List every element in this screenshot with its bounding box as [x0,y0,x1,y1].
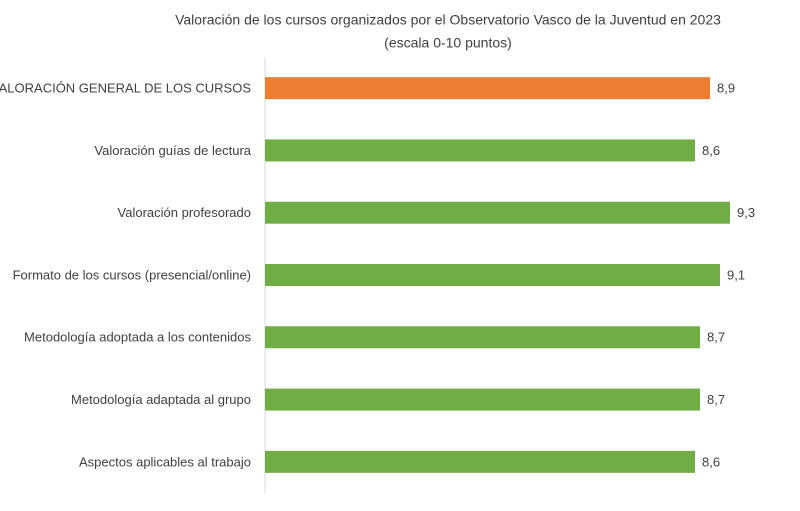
value-label: 9,3 [737,205,755,220]
chart-title: Valoración de los cursos organizados por… [175,12,721,28]
bar [265,264,720,286]
value-label: 8,6 [702,143,720,158]
y-tick-label: Metodología adaptada al grupo [71,392,251,407]
y-tick-label: VALORACIÓN GENERAL DE LOS CURSOS [0,81,251,96]
y-tick-label: Aspectos aplicables al trabajo [79,454,251,469]
y-tick-label: Valoración guías de lectura [94,143,251,158]
bar [265,450,695,473]
y-tick-label: Metodología adoptada a los contenidos [24,330,251,345]
value-label: 8,7 [707,392,725,407]
bar [265,326,700,349]
chart-subtitle: (escala 0-10 puntos) [384,35,512,51]
bar [265,201,730,224]
y-tick-label: Valoración profesorado [118,205,251,220]
value-label: 8,9 [717,81,735,96]
value-label: 8,7 [707,330,725,345]
y-tick-label: Formato de los cursos (presencial/online… [13,267,251,282]
bar [265,77,710,100]
bar [265,388,700,411]
value-label: 8,6 [702,454,720,469]
value-label: 9,1 [727,267,745,282]
bar [265,139,695,162]
